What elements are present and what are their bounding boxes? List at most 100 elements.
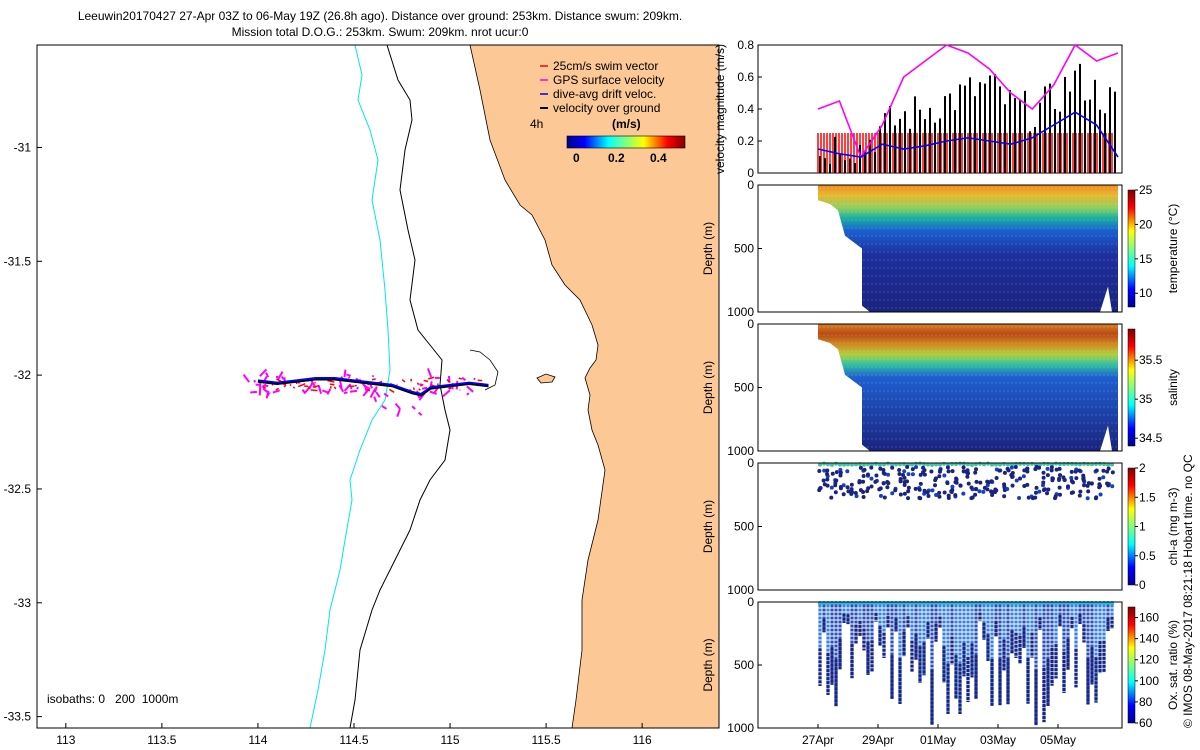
chl-dot — [869, 484, 874, 489]
chl-dot — [985, 487, 990, 492]
chl-dot — [881, 471, 886, 476]
chl-dot — [834, 470, 839, 475]
depth-colorbar — [1127, 467, 1136, 586]
depth-ytick-label: 500 — [734, 242, 754, 256]
chl-dot — [1041, 480, 1046, 485]
chl-dot — [1094, 468, 1099, 473]
chl-dot — [1002, 482, 1007, 487]
chl-surface-dot — [978, 461, 982, 466]
swim-vector — [388, 388, 395, 394]
chl-dot — [1041, 487, 1046, 492]
chl-dot — [966, 481, 971, 486]
chl-dot — [974, 487, 979, 492]
chl-dot — [946, 493, 951, 498]
chl-dot — [961, 465, 966, 470]
gps-velocity-vector — [411, 405, 416, 410]
velocity-ytick-label: 0 — [747, 166, 754, 180]
chl-dot — [937, 474, 942, 479]
chl-dot — [845, 485, 850, 490]
chl-dot — [1041, 475, 1046, 480]
chl-dot — [937, 494, 942, 499]
chl-dot — [1069, 469, 1074, 474]
chl-dot — [1014, 478, 1019, 483]
chl-surface-dot — [1110, 462, 1114, 467]
chl-dot — [893, 488, 898, 493]
gps-velocity-vector — [265, 390, 270, 399]
chl-surface-dot — [890, 462, 894, 467]
chl-dot — [833, 480, 838, 485]
chl-dot — [1085, 483, 1090, 488]
depth-ytick-label: 1000 — [727, 305, 754, 319]
chl-surface-dot — [830, 462, 834, 467]
depth-panel-2: 0 500 1000 Depth (m) 10 15 20 25 temperature (°C… — [701, 178, 1180, 319]
chl-surface-dot — [822, 461, 826, 466]
map-legend: 25cm/s swim vector GPS surface velocity … — [540, 59, 664, 115]
chl-dot — [913, 486, 918, 491]
map-frame — [36, 44, 720, 729]
swim-vector — [332, 384, 334, 386]
chl-dot — [1057, 466, 1062, 471]
chl-dot — [1045, 466, 1050, 471]
depth-ytick-label: 1000 — [727, 444, 754, 458]
gps-velocity-vector — [394, 402, 401, 410]
chl-dot — [878, 493, 883, 498]
chl-dot — [846, 489, 851, 494]
depth-panel-bg — [758, 463, 1122, 590]
chl-dot — [849, 482, 854, 487]
chl-dot — [1066, 484, 1071, 489]
chl-surface-dot — [882, 462, 886, 467]
chl-dot — [954, 476, 959, 481]
chl-dot — [821, 478, 826, 483]
chl-dot — [901, 473, 906, 478]
chl-surface-dot — [1066, 461, 1070, 466]
chl-dot — [1097, 482, 1102, 487]
chl-dot — [885, 485, 890, 490]
chl-dot — [881, 468, 886, 473]
map-xtick-label: 114 — [248, 733, 267, 747]
glider-track — [242, 368, 489, 417]
chl-dot — [845, 469, 850, 474]
chl-dot — [958, 483, 963, 488]
chl-dot — [1050, 478, 1055, 483]
chl-dot — [1069, 475, 1074, 480]
chl-dot — [858, 465, 863, 470]
chl-dot — [1074, 476, 1079, 481]
chl-dot — [1009, 465, 1014, 470]
chl-dot — [822, 468, 827, 473]
swim-vector — [307, 386, 311, 390]
velocity-over-ground-track — [257, 378, 489, 397]
chl-dot — [1037, 465, 1042, 470]
isobaths-label: isobaths: 0 200 1000m — [47, 692, 178, 706]
colorbar-tick-label: 1.5 — [1139, 490, 1156, 504]
chl-surface-dot — [986, 461, 990, 466]
swim-vector — [401, 379, 406, 383]
chl-dot — [874, 473, 879, 478]
gps-velocity-vector — [346, 373, 352, 377]
chl-dot — [925, 490, 930, 495]
velocity-magnitude-panel: 0 0.2 0.4 0.6 0.8 velocity magnitude (m/s) — [713, 38, 1123, 180]
chl-dot — [853, 490, 858, 495]
chl-dot — [873, 479, 878, 484]
chl-dot — [1046, 487, 1051, 492]
colorbar-tick-label: 0 — [1139, 578, 1146, 592]
swim-vector — [446, 379, 451, 383]
chl-dot — [833, 490, 838, 495]
colorbar-tick-label: 25 — [1139, 183, 1153, 197]
chl-dot — [897, 468, 902, 473]
chl-dot — [921, 470, 926, 475]
chl-dot — [981, 489, 986, 494]
chl-dot — [1025, 469, 1030, 474]
gps-velocity-vector — [343, 369, 347, 378]
chl-dot — [1105, 469, 1110, 474]
chl-surface-dot — [1030, 461, 1034, 466]
chl-dot — [1010, 470, 1015, 475]
depth-ytick-label: 0 — [747, 595, 754, 609]
chl-surface-dot — [818, 462, 822, 467]
chl-dot — [902, 469, 907, 474]
chl-dot — [865, 472, 870, 477]
gps-velocity-vector — [426, 368, 433, 378]
chl-dot — [1073, 469, 1078, 474]
chl-dot — [898, 492, 903, 497]
chl-dot — [1010, 474, 1015, 479]
chl-dot — [838, 486, 843, 491]
